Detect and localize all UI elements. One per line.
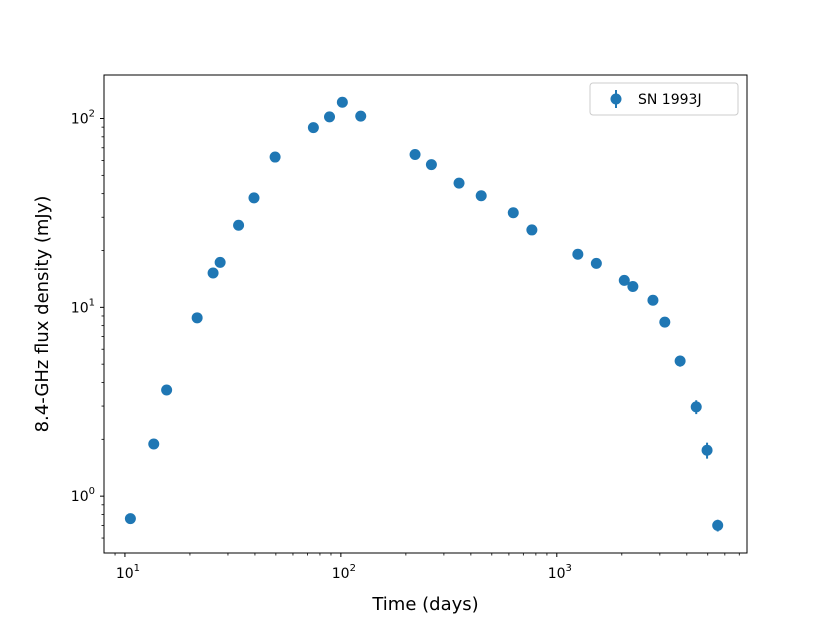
data-point	[674, 355, 686, 367]
data-point	[572, 248, 584, 260]
data-point	[324, 111, 336, 123]
y-axis-label: 8.4-GHz flux density (mJy)	[32, 196, 53, 433]
data-point	[214, 256, 226, 268]
data-point	[590, 257, 602, 269]
data-point	[647, 294, 659, 306]
data-point	[627, 280, 639, 292]
data-point	[712, 519, 724, 531]
legend-marker	[610, 93, 622, 105]
data-point	[124, 513, 136, 525]
data-point	[307, 122, 319, 134]
data-point	[507, 207, 519, 219]
data-point	[690, 401, 702, 413]
legend: SN 1993J	[589, 82, 739, 116]
x-tick-label: 101	[116, 563, 140, 582]
x-tick-label: 102	[332, 563, 356, 582]
x-tick-label: 103	[548, 563, 572, 582]
y-tick-label: 100	[71, 486, 95, 505]
data-point	[618, 274, 630, 286]
data-point	[191, 312, 203, 324]
legend-box	[589, 82, 739, 116]
data-point	[233, 219, 245, 231]
y-tick-label: 102	[71, 109, 95, 128]
y-tick-label: 101	[71, 297, 95, 316]
data-point	[336, 96, 348, 108]
data-point	[207, 267, 219, 279]
data-point	[659, 316, 671, 328]
data-point	[425, 159, 437, 171]
legend-label: SN 1993J	[638, 92, 702, 108]
plot-frame	[103, 74, 748, 554]
data-point	[161, 384, 173, 396]
x-axis-label: Time (days)	[371, 594, 478, 615]
data-point	[701, 444, 713, 456]
data-point	[269, 151, 281, 163]
data-point	[355, 110, 367, 122]
data-point	[526, 224, 538, 236]
data-point	[475, 190, 487, 202]
data-point	[409, 148, 421, 160]
data-point	[248, 192, 260, 204]
data-point	[148, 438, 160, 450]
data-point	[453, 177, 465, 189]
